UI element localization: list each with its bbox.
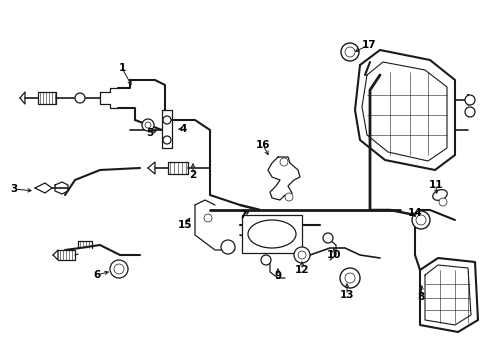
Text: 16: 16 bbox=[255, 140, 270, 150]
Circle shape bbox=[464, 107, 474, 117]
Text: 1: 1 bbox=[118, 63, 125, 73]
Text: 17: 17 bbox=[361, 40, 376, 50]
Circle shape bbox=[285, 193, 292, 201]
Circle shape bbox=[114, 264, 124, 274]
Text: 3: 3 bbox=[10, 184, 18, 194]
Circle shape bbox=[221, 240, 235, 254]
Text: 7: 7 bbox=[239, 210, 246, 220]
Circle shape bbox=[280, 158, 287, 166]
Circle shape bbox=[438, 198, 446, 206]
Circle shape bbox=[203, 214, 212, 222]
Circle shape bbox=[142, 119, 154, 131]
Circle shape bbox=[297, 251, 305, 259]
Circle shape bbox=[145, 122, 151, 128]
Text: 10: 10 bbox=[326, 250, 341, 260]
Text: 12: 12 bbox=[294, 265, 308, 275]
Text: 8: 8 bbox=[417, 292, 424, 302]
Circle shape bbox=[261, 255, 270, 265]
Circle shape bbox=[415, 215, 425, 225]
Circle shape bbox=[464, 95, 474, 105]
Circle shape bbox=[339, 268, 359, 288]
Text: 14: 14 bbox=[407, 208, 422, 218]
Circle shape bbox=[293, 247, 309, 263]
Text: 4: 4 bbox=[179, 124, 186, 134]
Text: 15: 15 bbox=[177, 220, 192, 230]
Bar bbox=[242, 215, 302, 253]
Circle shape bbox=[345, 47, 354, 57]
Circle shape bbox=[345, 273, 354, 283]
Text: 5: 5 bbox=[146, 128, 153, 138]
Text: 9: 9 bbox=[274, 271, 281, 281]
Ellipse shape bbox=[432, 190, 447, 201]
Circle shape bbox=[75, 93, 85, 103]
Text: 11: 11 bbox=[428, 180, 442, 190]
Text: 6: 6 bbox=[93, 270, 101, 280]
Text: 13: 13 bbox=[339, 290, 353, 300]
Circle shape bbox=[110, 260, 128, 278]
Circle shape bbox=[323, 233, 332, 243]
Circle shape bbox=[340, 43, 358, 61]
Circle shape bbox=[163, 116, 171, 124]
Circle shape bbox=[163, 136, 171, 144]
Circle shape bbox=[411, 211, 429, 229]
Ellipse shape bbox=[247, 220, 295, 248]
Text: 2: 2 bbox=[189, 170, 196, 180]
